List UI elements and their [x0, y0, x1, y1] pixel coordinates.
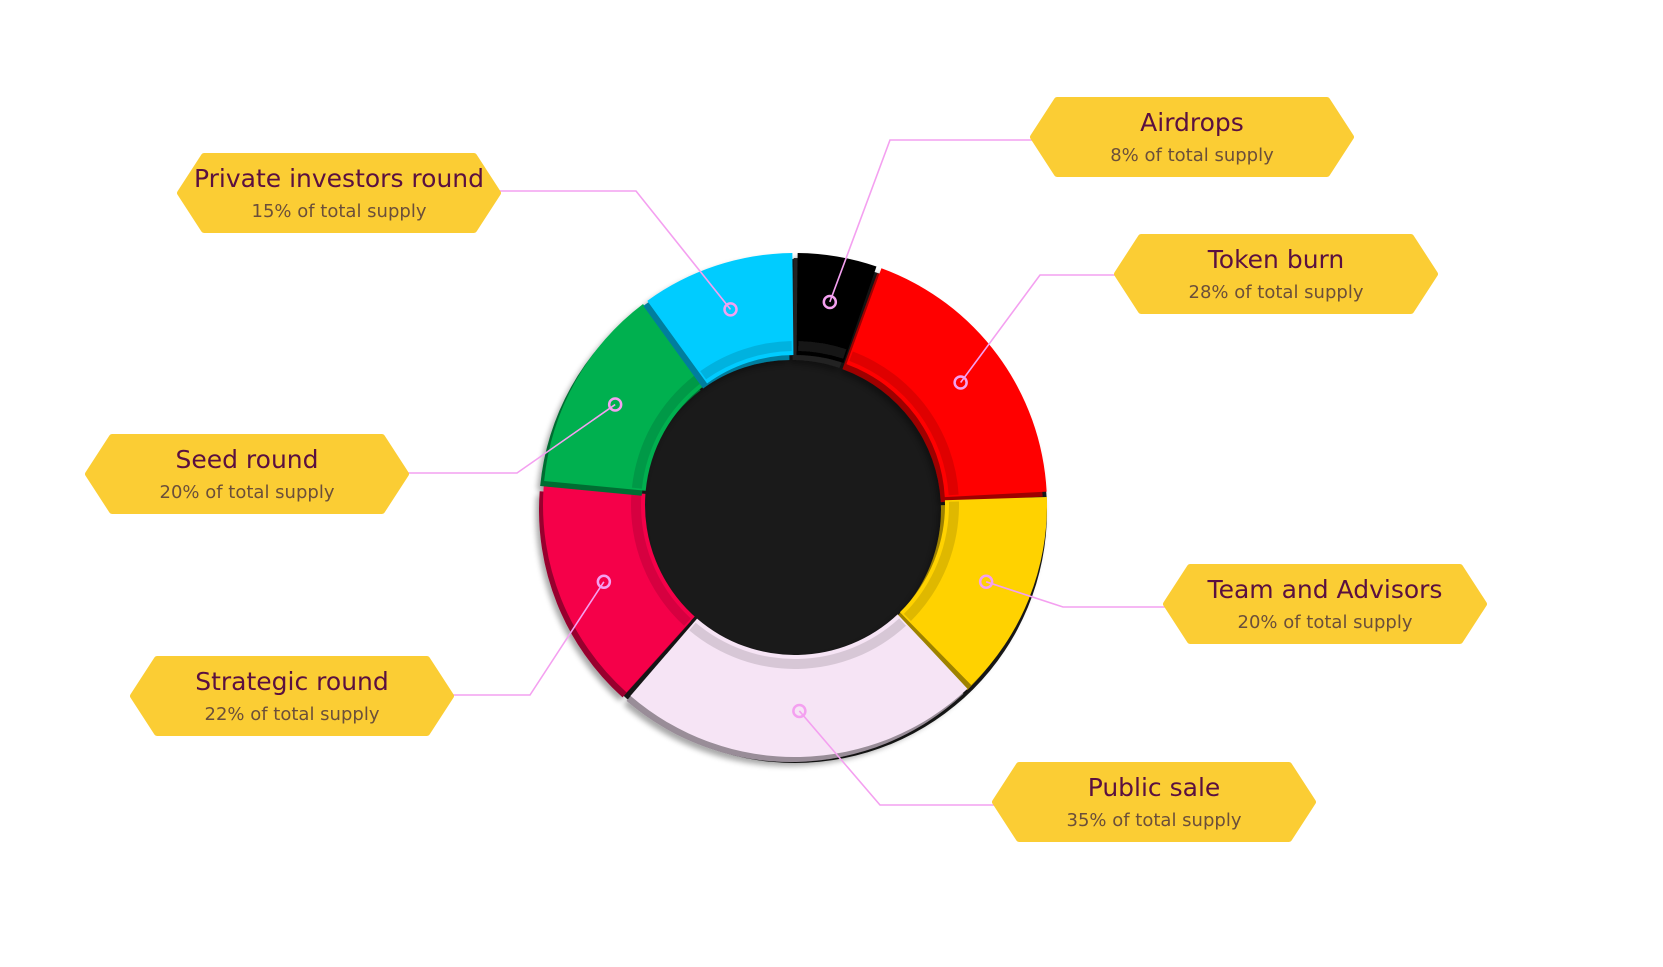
slice-bevel-public-sale: [689, 618, 906, 669]
label-caption-airdrops: 8% of total supply: [1110, 145, 1274, 166]
label-name-private-investors: Private investors round: [194, 164, 484, 193]
slice-bevel-seed-round: [631, 375, 701, 489]
leader-line-strategic-round: [451, 581, 605, 696]
slice-token-burn: [846, 268, 1047, 498]
slice-strategic-round: [543, 486, 695, 693]
leader-line-token-burn: [959, 274, 1117, 383]
leader-dot-seed-round: [607, 397, 623, 412]
leader-dot-team-advisors: [978, 574, 994, 590]
label-name-token-burn: Token burn: [1207, 245, 1344, 274]
leader-lines: [406, 139, 1166, 806]
leader-dot-public-sale: [792, 703, 807, 719]
leader-dot-token-burn: [953, 375, 968, 390]
label-box-team-advisors: [1163, 564, 1487, 644]
label-caption-seed-round: 20% of total supply: [160, 482, 335, 503]
label-box-airdrops: [1030, 97, 1354, 177]
label-name-seed-round: Seed round: [175, 445, 318, 474]
slice-bevel-team-advisors: [903, 501, 959, 621]
leader-dot-airdrops: [822, 294, 838, 310]
slice-bevel-strategic-round: [631, 494, 691, 626]
label-caption-team-advisors: 20% of total supply: [1238, 612, 1413, 633]
slice-seed-round: [544, 303, 705, 491]
label-caption-private-investors: 15% of total supply: [252, 201, 427, 222]
leader-dot-private-investors: [723, 302, 738, 317]
slice-airdrops: [796, 253, 877, 364]
label-box-private-investors: [177, 153, 501, 233]
label-caption-token-burn: 28% of total supply: [1189, 282, 1364, 303]
label-box-strategic-round: [130, 656, 454, 736]
slice-bevel-token-burn: [849, 351, 959, 496]
leader-line-airdrops: [829, 139, 1033, 303]
leader-dot-strategic-round: [596, 574, 612, 590]
label-name-strategic-round: Strategic round: [195, 667, 389, 696]
leader-line-private-investors: [498, 190, 732, 310]
segment-labels: Airdrops 8% of total supply Token burn 28% …: [85, 97, 1487, 842]
label-box-public-sale: [992, 762, 1316, 842]
slice-public-sale: [630, 614, 968, 757]
leader-line-team-advisors: [985, 581, 1166, 608]
label-caption-strategic-round: 22% of total supply: [205, 704, 380, 725]
label-name-team-advisors: Team and Advisors: [1207, 575, 1443, 604]
label-name-airdrops: Airdrops: [1140, 108, 1244, 137]
donut-ring: [539, 253, 1047, 762]
label-box-seed-round: [85, 434, 409, 514]
slice-team-advisors: [899, 496, 1047, 686]
label-name-public-sale: Public sale: [1088, 773, 1221, 802]
label-caption-public-sale: 35% of total supply: [1067, 810, 1242, 831]
slice-bevel-airdrops: [798, 341, 847, 359]
slice-bevel-private-investors: [700, 341, 792, 380]
leader-line-seed-round: [406, 403, 616, 474]
leader-line-public-sale: [798, 710, 995, 806]
label-box-token-burn: [1114, 234, 1438, 314]
